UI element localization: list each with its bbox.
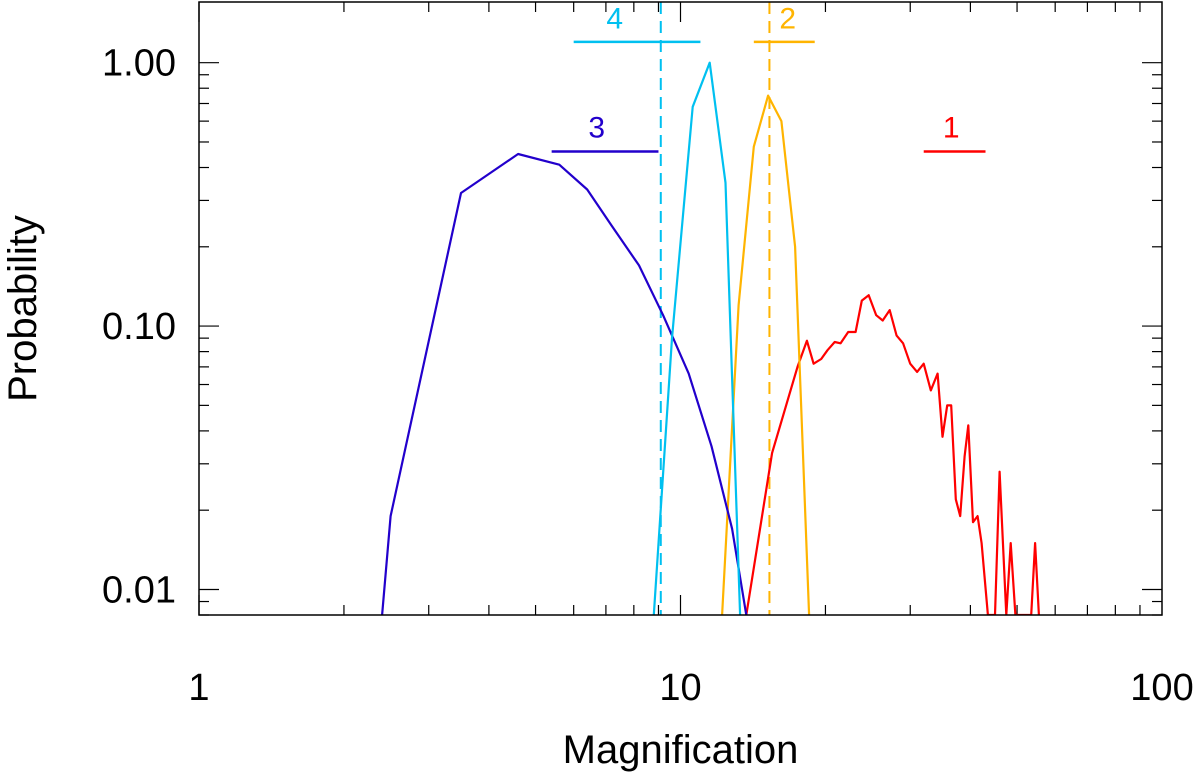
series-label-3: 3 — [588, 111, 605, 144]
x-tick-label: 1 — [188, 667, 209, 709]
series-label-4: 4 — [606, 2, 623, 35]
y-tick-label: 0.10 — [102, 306, 176, 348]
series-lines — [381, 61, 1040, 615]
series-line-1 — [745, 294, 1040, 615]
series-line-3 — [381, 152, 748, 615]
plot-frame — [198, 1, 1163, 616]
reference-lines — [659, 2, 771, 615]
x-axis-label: Magnification — [563, 728, 799, 772]
x-tick-label: 100 — [1130, 667, 1193, 709]
series-line-2 — [721, 94, 811, 615]
x-tick-label: 10 — [659, 667, 701, 709]
tick-labels: 1 10 100 0.01 0.10 1.00 — [102, 43, 1194, 709]
y-tick-label: 0.01 — [102, 569, 176, 611]
y-axis-label: Probability — [1, 215, 45, 402]
series-label-1: 1 — [943, 111, 960, 144]
series-line-4 — [652, 61, 742, 615]
range-bars — [551, 40, 986, 153]
series-label-2: 2 — [779, 2, 796, 35]
axis-ticks — [198, 2, 1162, 616]
y-tick-label: 1.00 — [102, 43, 176, 85]
series-labels: 1 2 3 4 — [588, 2, 959, 144]
